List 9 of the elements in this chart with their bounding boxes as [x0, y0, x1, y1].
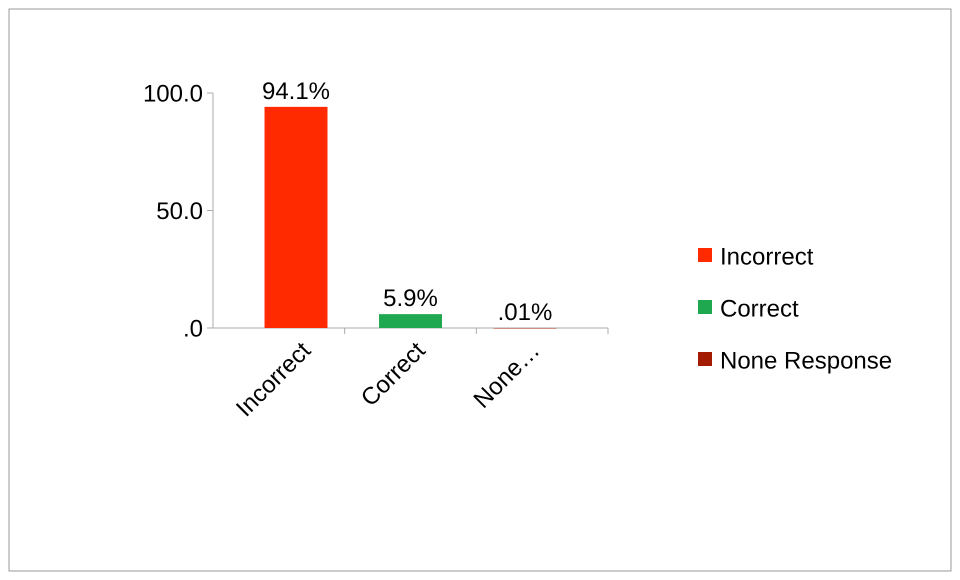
data-label: 5.9% — [383, 285, 438, 312]
y-tick-label: 50.0 — [156, 198, 203, 225]
data-label: .01% — [498, 298, 552, 326]
legend-label: Incorrect — [720, 243, 814, 270]
y-tick-label: 100.0 — [142, 80, 203, 108]
y-tick-label: .0 — [182, 315, 203, 342]
legend-label: Correct — [720, 295, 800, 322]
data-label: 94.1% — [262, 78, 330, 105]
legend-label: None Response — [720, 347, 892, 374]
